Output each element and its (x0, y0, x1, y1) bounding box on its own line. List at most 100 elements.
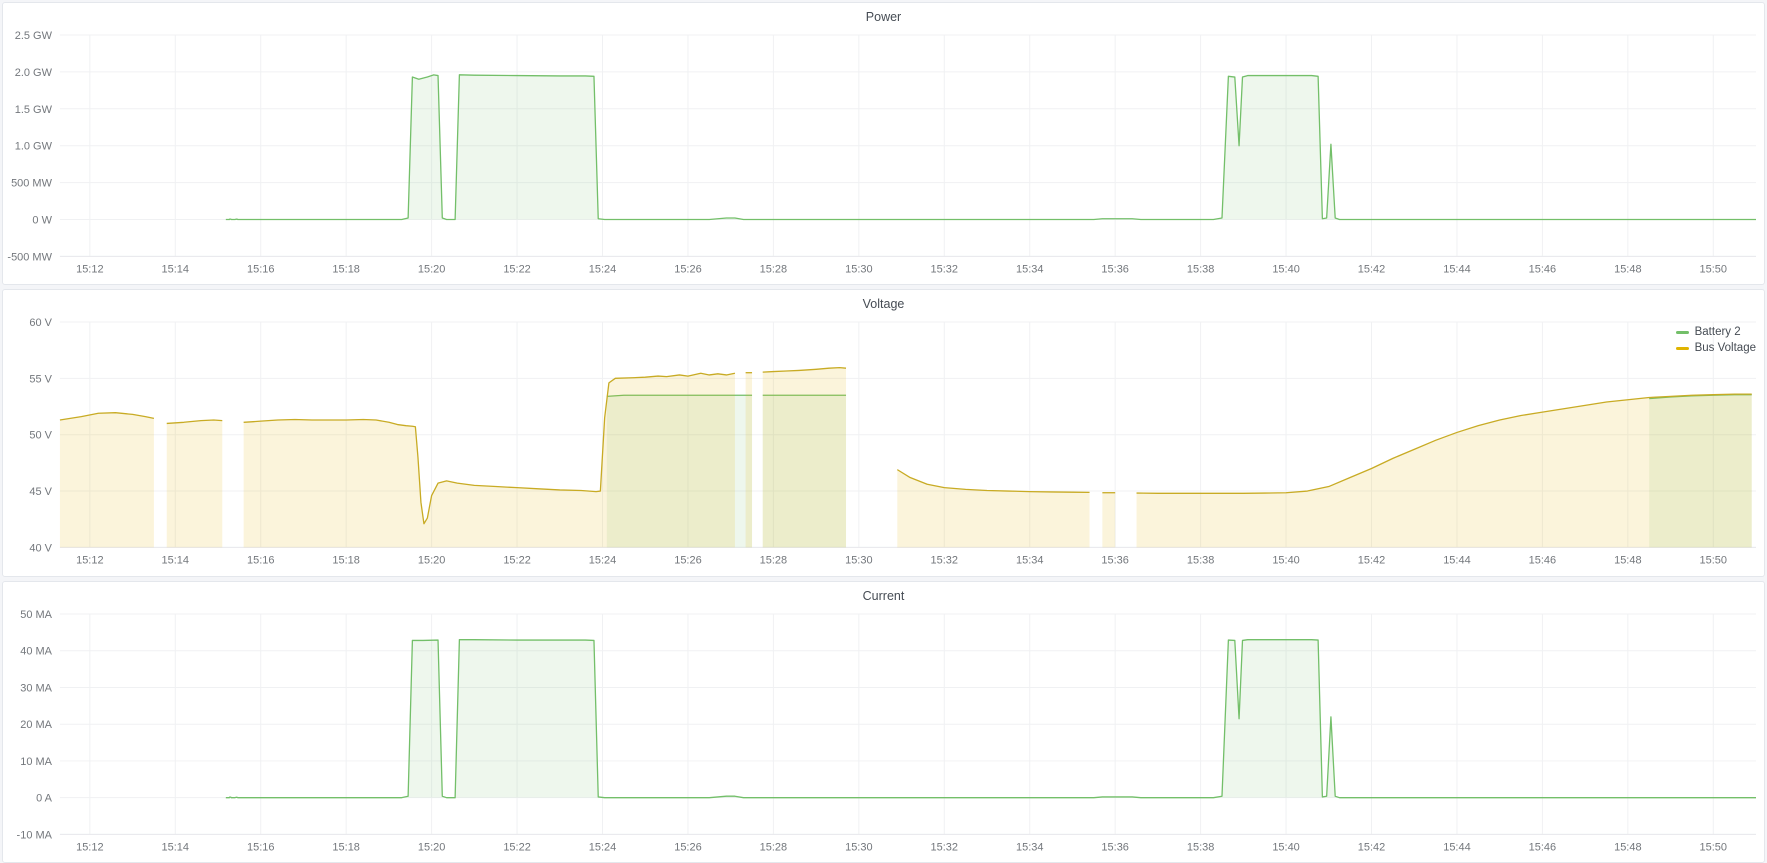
legend-swatch-bus-voltage (1675, 346, 1689, 350)
x-tick-label: 15:38 (1187, 555, 1214, 567)
legend-voltage: Battery 2 Bus Voltage (1675, 324, 1756, 356)
x-tick-label: 15:36 (1101, 555, 1128, 567)
y-tick-label: 50 MA (20, 609, 52, 621)
x-tick-label: 15:24 (589, 263, 616, 275)
x-tick-label: 15:30 (845, 263, 872, 275)
x-tick-label: 15:14 (162, 263, 189, 275)
legend-label-battery-2: Battery 2 (1694, 326, 1741, 339)
x-tick-label: 15:34 (1016, 555, 1043, 567)
x-tick-label: 15:38 (1187, 841, 1214, 853)
x-tick-label: 15:28 (760, 263, 787, 275)
x-tick-label: 15:40 (1272, 841, 1299, 853)
y-tick-label: 40 V (29, 543, 52, 555)
panel-power[interactable]: Power -500 MW 0 W 500 MW 1.0 GW 1.5 GW 2.0 GW… (2, 2, 1765, 286)
x-tick-label: 15:18 (332, 263, 359, 275)
x-tick-label: 15:22 (503, 555, 530, 567)
x-tick-label: 15:26 (674, 263, 701, 275)
x-tick-label: 15:50 (1700, 555, 1727, 567)
y-tick-label: 1.5 GW (15, 104, 53, 116)
x-tick-label: 15:20 (418, 263, 445, 275)
series-area (225, 74, 1757, 220)
series-area (225, 639, 1757, 798)
x-tick-label: 15:34 (1016, 263, 1043, 275)
x-tick-label: 15:46 (1529, 555, 1556, 567)
series-line (59, 412, 155, 422)
x-tick-label: 15:28 (760, 555, 787, 567)
series-line (166, 419, 223, 425)
plot-current[interactable]: -10 MA 0 A 10 MA 20 MA 30 MA 40 MA 50 MA 15:12 1… (3, 606, 1764, 862)
series-line (896, 469, 1090, 494)
y-tick-label: 2.0 GW (15, 67, 53, 79)
series-area (897, 469, 1090, 548)
x-tick-label: 15:12 (76, 263, 103, 275)
series-line (243, 372, 736, 525)
x-tick-label: 15:32 (931, 555, 958, 567)
y-tick-label: 0 A (36, 792, 53, 804)
x-tick-label: 15:42 (1358, 263, 1385, 275)
y-tick-label: 40 MA (20, 645, 52, 657)
x-tick-label: 15:40 (1272, 555, 1299, 567)
x-tick-label: 15:28 (760, 841, 787, 853)
x-tick-label: 15:22 (503, 263, 530, 275)
x-tick-label: 15:32 (931, 841, 958, 853)
x-tick-label: 15:24 (589, 841, 616, 853)
x-tick-label: 15:36 (1101, 263, 1128, 275)
y-tick-label: 50 V (29, 430, 52, 442)
series-line (1136, 393, 1752, 495)
x-tick-label: 15:38 (1187, 263, 1214, 275)
x-tick-label: 15:24 (589, 555, 616, 567)
x-tick-label: 15:42 (1358, 555, 1385, 567)
legend-swatch-battery-2 (1675, 330, 1689, 334)
y-tick-label: 2.5 GW (15, 30, 53, 42)
x-tick-label: 15:30 (845, 555, 872, 567)
x-tick-label: 15:48 (1614, 263, 1641, 275)
series-line (225, 638, 1757, 798)
x-tick-label: 15:50 (1700, 841, 1727, 853)
x-tick-label: 15:36 (1101, 841, 1128, 853)
panel-title-voltage: Voltage (862, 297, 905, 312)
x-tick-label: 15:46 (1529, 263, 1556, 275)
plot-voltage[interactable]: 40 V 45 V 50 V 55 V 60 V 15:12 15:14 15:16 15:18… (3, 314, 1764, 575)
series-area (745, 373, 753, 548)
x-tick-label: 15:18 (332, 555, 359, 567)
x-tick-label: 15:20 (418, 555, 445, 567)
x-tick-label: 15:46 (1529, 841, 1556, 853)
x-tick-label: 15:44 (1443, 841, 1470, 853)
x-tick-label: 15:22 (503, 841, 530, 853)
plot-power[interactable]: -500 MW 0 W 500 MW 1.0 GW 1.5 GW 2.0 GW 2.5 GW… (3, 27, 1764, 284)
y-tick-label: 1.0 GW (15, 141, 53, 153)
x-tick-label: 15:12 (76, 841, 103, 853)
x-tick-label: 15:12 (76, 555, 103, 567)
legend-item-bus-voltage[interactable]: Bus Voltage (1675, 340, 1756, 356)
x-tick-label: 15:34 (1016, 841, 1043, 853)
series-line (225, 74, 1757, 221)
y-tick-label: 60 V (29, 317, 52, 329)
x-tick-label: 15:48 (1614, 555, 1641, 567)
x-tick-label: 15:26 (674, 841, 701, 853)
series-area (1102, 493, 1116, 548)
legend-label-bus-voltage: Bus Voltage (1694, 342, 1756, 355)
panel-current[interactable]: Current -10 MA 0 A 10 MA 20 MA 30 MA 40 MA 50 … (2, 580, 1765, 863)
y-tick-label: -10 MA (17, 829, 53, 841)
panel-title-power: Power (865, 10, 902, 24)
x-tick-label: 15:14 (162, 841, 189, 853)
x-tick-label: 15:16 (247, 263, 274, 275)
series-line (606, 394, 753, 398)
y-tick-label: 20 MA (20, 719, 52, 731)
y-tick-label: 55 V (29, 374, 52, 386)
series-area (1649, 395, 1752, 548)
x-tick-label: 15:40 (1272, 263, 1299, 275)
x-tick-label: 15:20 (418, 841, 445, 853)
y-tick-label: 45 V (29, 486, 52, 498)
series-area (166, 420, 223, 548)
panel-voltage[interactable]: Voltage 40 V 45 V 50 V 55 V 60 V 15:12 15:14 15… (2, 289, 1765, 577)
x-tick-label: 15:16 (247, 555, 274, 567)
series-area (243, 373, 735, 548)
legend-item-battery-2[interactable]: Battery 2 (1675, 324, 1756, 340)
x-tick-label: 15:18 (332, 841, 359, 853)
series-line (762, 367, 847, 374)
x-tick-label: 15:42 (1358, 841, 1385, 853)
series-area (606, 395, 753, 548)
x-tick-label: 15:16 (247, 841, 274, 853)
